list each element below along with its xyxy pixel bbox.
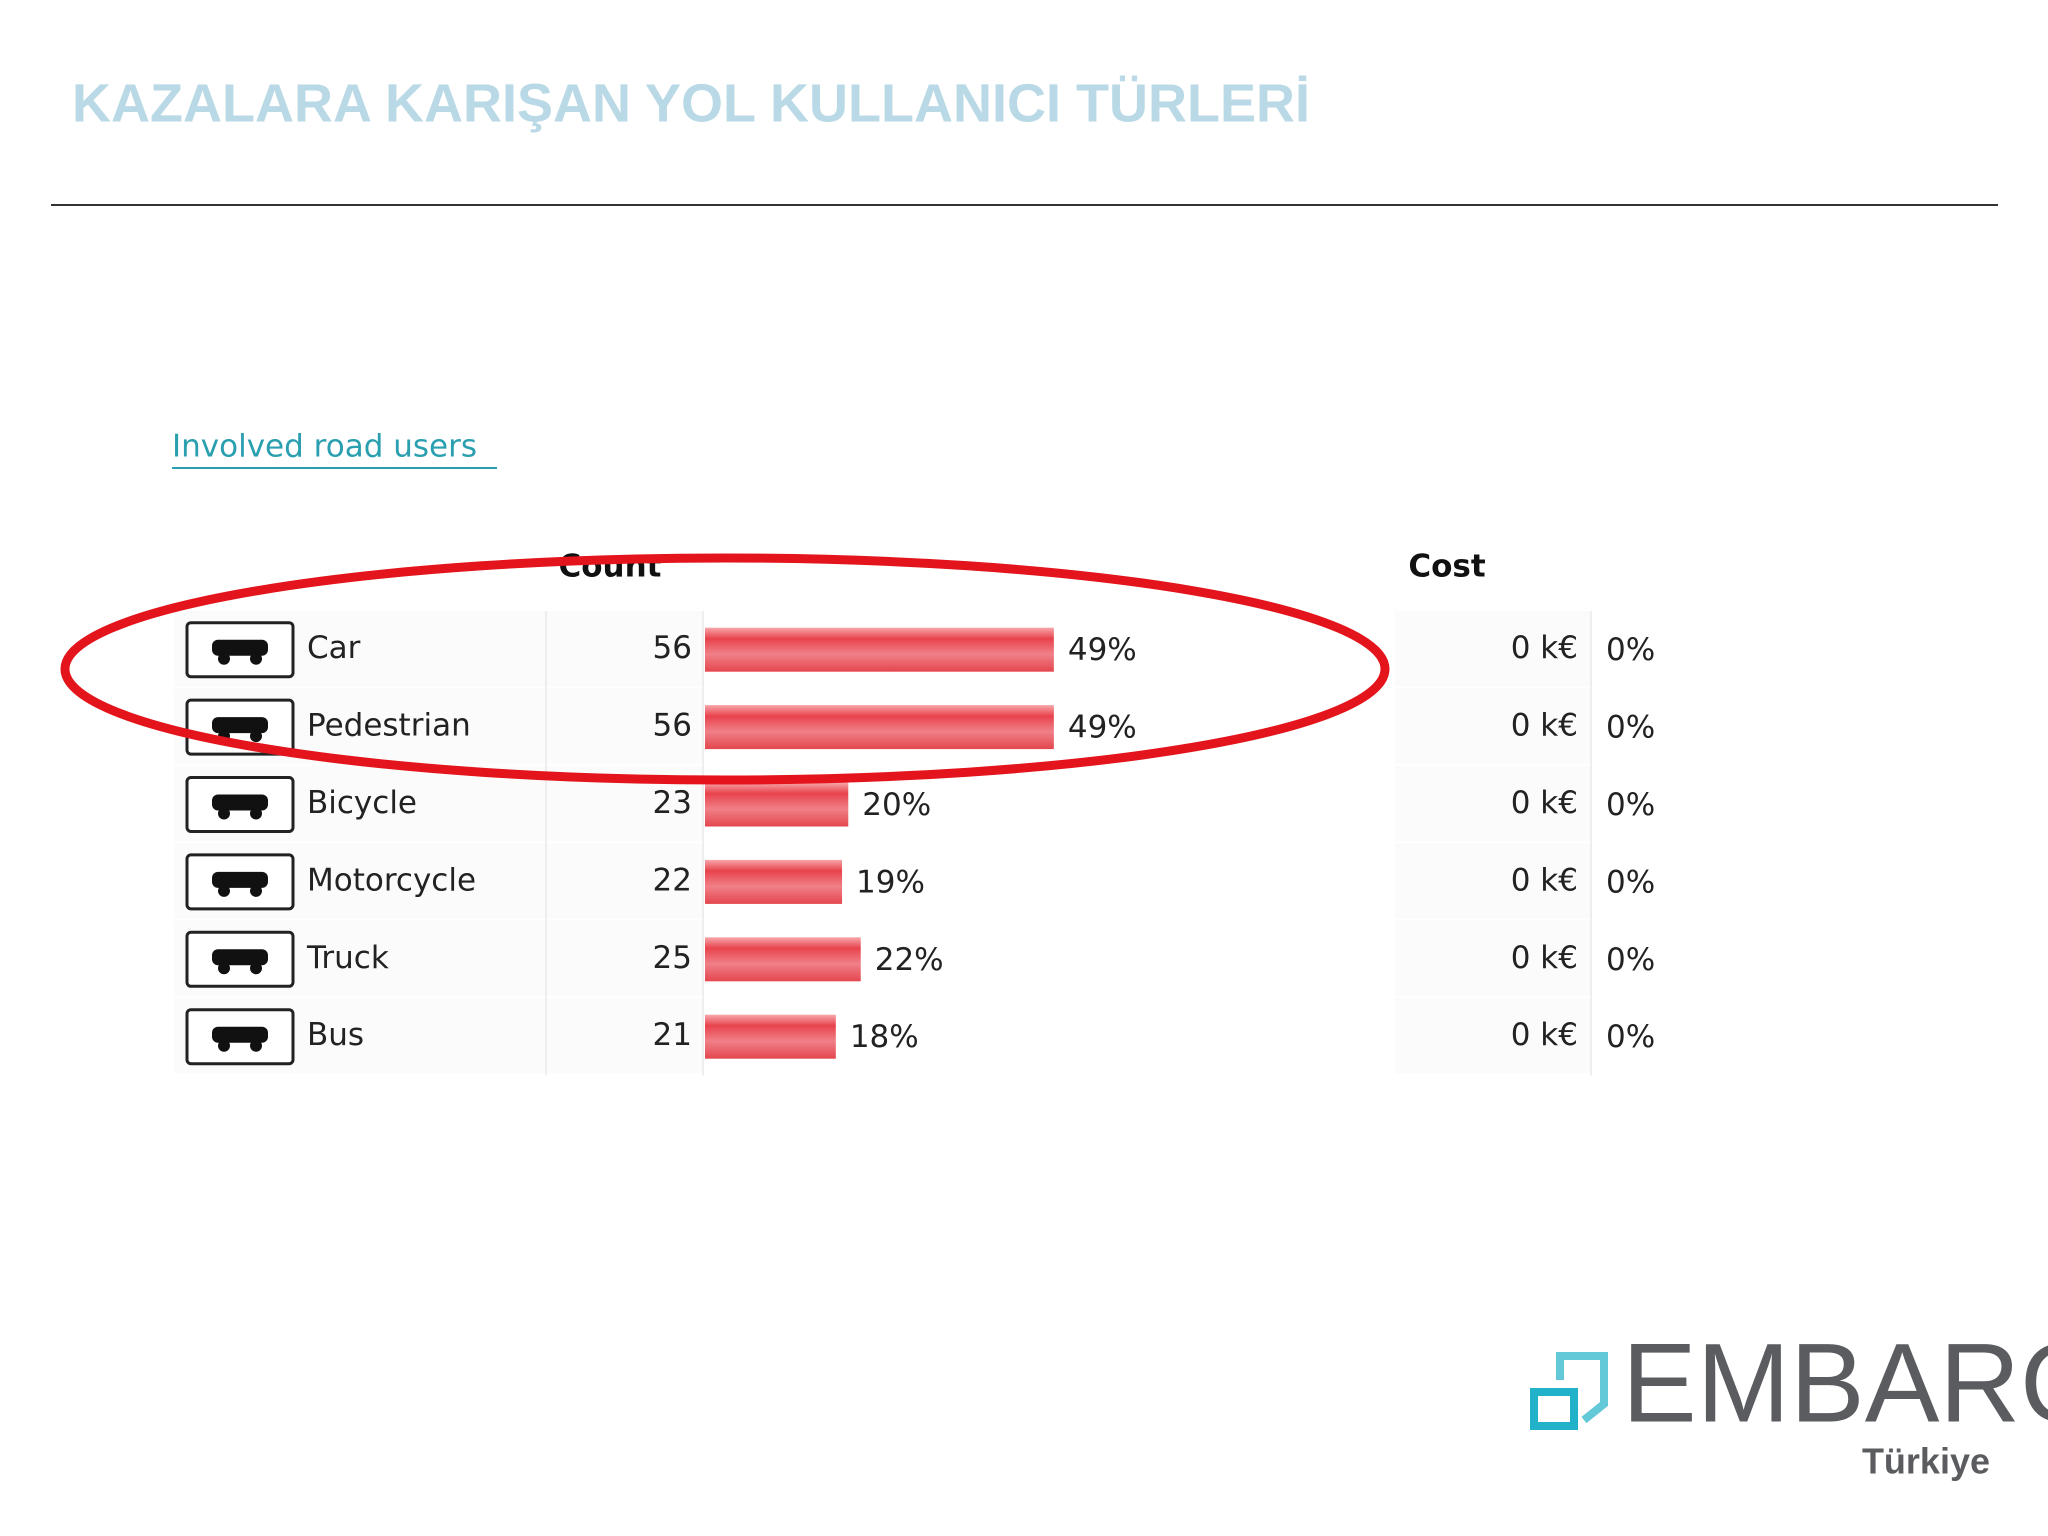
row-bg xyxy=(1395,611,1590,687)
row-label: Motorcycle xyxy=(307,862,476,898)
section-link[interactable]: Involved road users xyxy=(172,429,477,465)
count-value: 56 xyxy=(653,708,692,744)
row-bg xyxy=(1395,765,1590,842)
icon-glyph xyxy=(212,717,268,734)
share-label: 19% xyxy=(856,864,925,900)
cost-value: 0 k€ xyxy=(1511,785,1578,821)
row-label: Car xyxy=(307,630,361,666)
count-bar xyxy=(705,1014,836,1059)
count-bar xyxy=(705,859,843,904)
share-label: 49% xyxy=(1068,710,1137,746)
row-label: Bus xyxy=(307,1017,364,1053)
icon-glyph xyxy=(250,884,262,897)
cost-share: 0% xyxy=(1606,864,1655,900)
cost-value: 0 k€ xyxy=(1511,862,1578,898)
icon-glyph xyxy=(218,652,230,665)
slide-title: KAZALARA KARIŞAN YOL KULLANICI TÜRLERİ xyxy=(72,73,1310,133)
cost-share: 0% xyxy=(1606,1019,1655,1055)
cost-share: 0% xyxy=(1606,710,1655,746)
count-value: 25 xyxy=(653,940,692,976)
icon-glyph xyxy=(250,652,262,665)
cost-share: 0% xyxy=(1606,787,1655,823)
row-bg xyxy=(1395,688,1590,764)
icon-glyph xyxy=(218,807,230,820)
cost-value: 0 k€ xyxy=(1511,1017,1578,1053)
count-bar xyxy=(705,782,849,827)
count-bar xyxy=(705,627,1054,672)
cost-value: 0 k€ xyxy=(1511,630,1578,666)
share-label: 22% xyxy=(875,942,944,978)
count-bar xyxy=(705,937,861,982)
share-label: 18% xyxy=(850,1019,919,1055)
logo-icon xyxy=(1556,1352,1608,1424)
row-bg xyxy=(1395,843,1590,919)
icon-glyph xyxy=(212,949,268,966)
icon-glyph xyxy=(250,807,262,820)
row-label: Pedestrian xyxy=(307,708,471,744)
icon-glyph xyxy=(212,1026,268,1043)
logo: EMBARQ Türkiye xyxy=(1530,1321,2048,1482)
logo-subtext: Türkiye xyxy=(1862,1441,1990,1482)
count-value: 21 xyxy=(653,1017,692,1053)
icon-glyph xyxy=(250,962,262,975)
icon-glyph xyxy=(250,1039,262,1052)
icon-glyph xyxy=(212,871,268,888)
cost-share: 0% xyxy=(1606,942,1655,978)
cost-share: 0% xyxy=(1606,632,1655,668)
highlight-ellipse xyxy=(60,553,1390,785)
icon-glyph xyxy=(212,794,268,811)
count-value: 56 xyxy=(653,630,692,666)
column-header: Cost xyxy=(1408,549,1485,585)
count-bar xyxy=(705,705,1054,750)
icon-glyph xyxy=(218,884,230,897)
cost-value: 0 k€ xyxy=(1511,708,1578,744)
row-bg xyxy=(1395,920,1590,996)
count-value: 22 xyxy=(653,862,692,898)
share-label: 20% xyxy=(862,787,931,823)
icon-glyph xyxy=(218,1039,230,1052)
count-value: 23 xyxy=(653,785,692,821)
share-label: 49% xyxy=(1068,632,1137,668)
table-body: Car 56 49% 0 k€ 0% Pedestrian 56 49% 0 k€ 0% Bicyc… xyxy=(174,611,1655,1076)
logo-text: EMBARQ xyxy=(1622,1321,2048,1446)
logo-icon xyxy=(1530,1388,1578,1430)
row-bg xyxy=(1395,998,1590,1074)
icon-glyph xyxy=(250,730,262,743)
column-header: Count xyxy=(558,549,661,585)
row-label: Bicycle xyxy=(307,785,417,821)
icon-glyph xyxy=(218,962,230,975)
cost-value: 0 k€ xyxy=(1511,940,1578,976)
icon-glyph xyxy=(212,639,268,656)
row-label: Truck xyxy=(306,940,389,976)
